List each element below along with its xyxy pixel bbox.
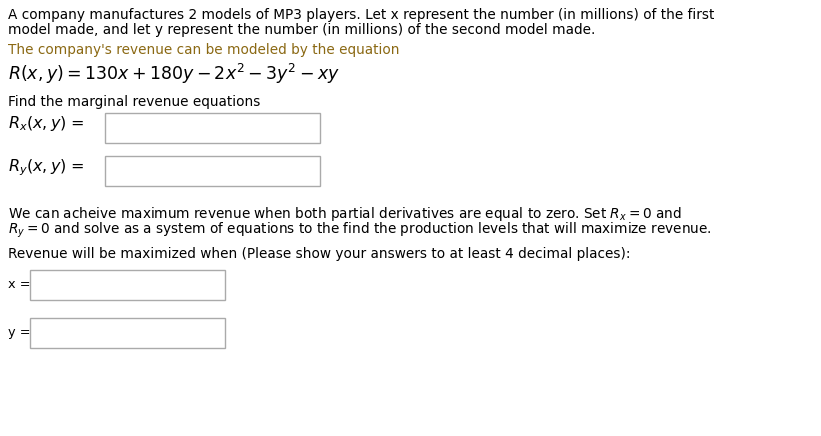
Text: $R(x, y) = 130x + 180y - 2x^2 - 3y^2 - xy$: $R(x, y) = 130x + 180y - 2x^2 - 3y^2 - x… [8, 62, 340, 86]
Text: Find the marginal revenue equations: Find the marginal revenue equations [8, 95, 260, 109]
Bar [105, 113, 320, 143]
Text: $R_y(x, y)$ =: $R_y(x, y)$ = [8, 157, 85, 177]
Text: model made, and let y represent the number (in millions) of the second model mad: model made, and let y represent the numb… [8, 23, 595, 37]
Text: $R_x(x, y)$ =: $R_x(x, y)$ = [8, 114, 85, 133]
Text: We can acheive maximum revenue when both partial derivatives are equal to zero. : We can acheive maximum revenue when both… [8, 205, 681, 223]
Text: x =: x = [8, 278, 30, 291]
Bar [30, 270, 225, 300]
Text: A company manufactures 2 models of MP3 players. Let x represent the number (in m: A company manufactures 2 models of MP3 p… [8, 8, 714, 22]
Text: The company's revenue can be modeled by the equation: The company's revenue can be modeled by … [8, 43, 400, 57]
Text: Revenue will be maximized when (Please show your answers to at least 4 decimal p: Revenue will be maximized when (Please s… [8, 247, 631, 261]
Text: y =: y = [8, 326, 30, 339]
Bar [30, 318, 225, 348]
Text: $R_y = 0$ and solve as a system of equations to the find the production levels t: $R_y = 0$ and solve as a system of equat… [8, 221, 712, 240]
Bar [105, 156, 320, 186]
